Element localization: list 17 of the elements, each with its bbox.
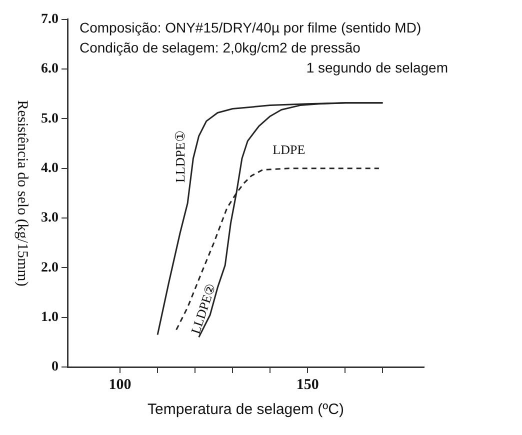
x-tick-label: 100 — [108, 376, 132, 393]
annotation: Composição: ONY#15/DRY/40µ por filme (sentido MD) — [80, 19, 422, 36]
annotation: Condição de selagem: 2,0kg/cm2 de pressão — [80, 39, 361, 56]
y-tick-label: 5.0 — [41, 111, 58, 126]
x-tick-label: 150 — [296, 376, 319, 393]
y-tick-label: 0 — [52, 360, 58, 375]
x-axis-title: Temperatura de selagem (ºC) — [148, 401, 344, 418]
y-tick-label: 1.0 — [41, 310, 58, 325]
series-label: LDPE — [272, 142, 306, 157]
annotation: 1 segundo de selagem — [306, 59, 448, 76]
y-tick-label: 7.0 — [41, 12, 58, 28]
y-tick-label: 3.0 — [41, 210, 58, 226]
y-axis-title: Resistência do selo (kg/15mm) — [14, 100, 30, 286]
y-tick-label: 4.0 — [41, 160, 58, 176]
y-tick-label: 6.0 — [41, 62, 58, 77]
y-tick-label: 2.0 — [41, 260, 58, 276]
text: LLDPE① — [172, 130, 188, 183]
